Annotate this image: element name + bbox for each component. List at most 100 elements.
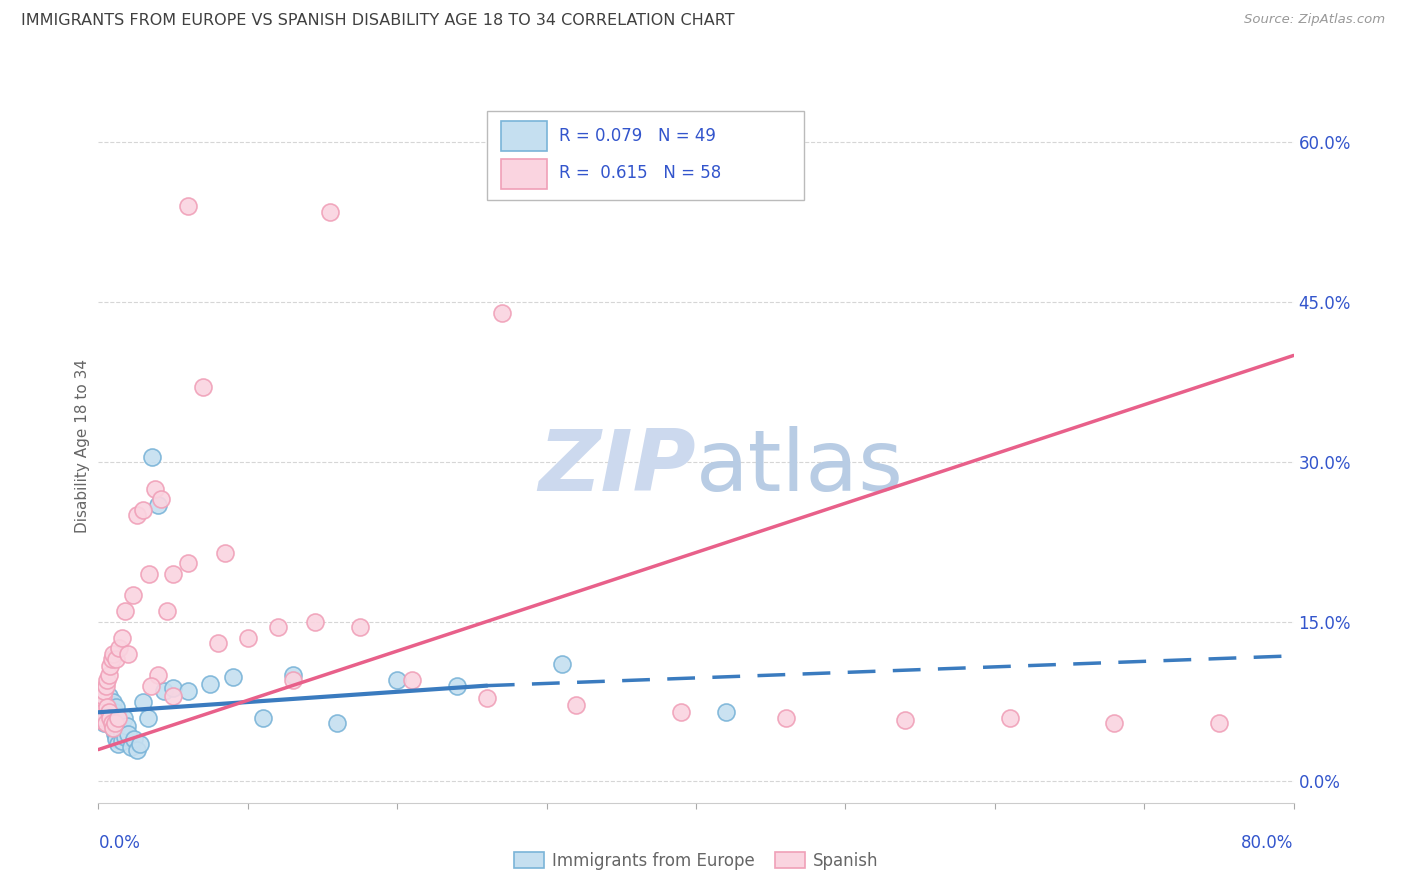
- Point: [550, 657, 572, 672]
- Point: [162, 566, 184, 581]
- Point: [349, 620, 371, 634]
- Point: [191, 380, 214, 394]
- Point: [475, 691, 498, 706]
- Point: [236, 631, 259, 645]
- Point: [401, 673, 423, 688]
- Point: [214, 545, 236, 559]
- Point: [177, 556, 200, 570]
- Point: [565, 698, 588, 712]
- Point: [153, 684, 176, 698]
- Point: [105, 731, 128, 746]
- Point: [100, 710, 122, 724]
- Point: [124, 731, 146, 746]
- Point: [97, 668, 120, 682]
- Point: [127, 742, 149, 756]
- Point: [100, 697, 122, 711]
- Point: [101, 715, 124, 730]
- Point: [117, 647, 139, 661]
- FancyBboxPatch shape: [486, 111, 804, 200]
- Point: [162, 690, 184, 704]
- Point: [267, 620, 290, 634]
- Point: [138, 566, 160, 581]
- Text: IMMIGRANTS FROM EUROPE VS SPANISH DISABILITY AGE 18 TO 34 CORRELATION CHART: IMMIGRANTS FROM EUROPE VS SPANISH DISABI…: [21, 13, 735, 29]
- Point: [108, 641, 131, 656]
- Point: [1208, 715, 1230, 730]
- Point: [998, 710, 1021, 724]
- Point: [491, 306, 513, 320]
- Point: [669, 706, 692, 720]
- Point: [103, 647, 125, 661]
- Point: [446, 679, 468, 693]
- Point: [1104, 715, 1126, 730]
- FancyBboxPatch shape: [501, 159, 547, 189]
- Point: [104, 726, 127, 740]
- Point: [127, 508, 149, 523]
- Text: R = 0.079   N = 49: R = 0.079 N = 49: [558, 127, 716, 145]
- Text: R =  0.615   N = 58: R = 0.615 N = 58: [558, 164, 721, 182]
- Point: [93, 710, 115, 724]
- Text: ZIP: ZIP: [538, 425, 696, 509]
- Point: [100, 659, 122, 673]
- Point: [91, 710, 114, 724]
- Point: [200, 676, 222, 690]
- Point: [222, 670, 245, 684]
- Point: [89, 713, 111, 727]
- Point: [148, 498, 170, 512]
- Point: [252, 710, 274, 724]
- Point: [775, 710, 797, 724]
- Point: [91, 695, 114, 709]
- Point: [326, 715, 349, 730]
- Point: [93, 715, 115, 730]
- Point: [104, 715, 127, 730]
- Point: [110, 723, 132, 738]
- Point: [97, 713, 120, 727]
- Point: [177, 199, 200, 213]
- Point: [103, 695, 125, 709]
- Point: [304, 615, 326, 629]
- Point: [94, 715, 117, 730]
- Point: [143, 482, 166, 496]
- Point: [96, 700, 118, 714]
- Point: [103, 721, 125, 735]
- Point: [281, 668, 304, 682]
- Point: [93, 690, 115, 704]
- Point: [105, 700, 128, 714]
- Legend: Immigrants from Europe, Spanish: Immigrants from Europe, Spanish: [506, 846, 886, 877]
- Point: [90, 695, 112, 709]
- Point: [101, 652, 124, 666]
- Point: [139, 679, 162, 693]
- Point: [96, 698, 118, 712]
- Point: [91, 690, 114, 704]
- Point: [104, 706, 127, 720]
- Point: [177, 684, 200, 698]
- Point: [120, 740, 142, 755]
- Point: [156, 604, 179, 618]
- Point: [96, 673, 118, 688]
- Point: [714, 706, 737, 720]
- Point: [148, 668, 170, 682]
- Point: [97, 690, 120, 704]
- Point: [207, 636, 229, 650]
- Text: 0.0%: 0.0%: [98, 834, 141, 852]
- Point: [94, 706, 117, 720]
- Point: [162, 681, 184, 695]
- Point: [100, 710, 122, 724]
- Point: [132, 695, 155, 709]
- Point: [91, 706, 114, 720]
- Point: [94, 700, 117, 714]
- Point: [117, 726, 139, 740]
- Y-axis label: Disability Age 18 to 34: Disability Age 18 to 34: [75, 359, 90, 533]
- Point: [90, 702, 112, 716]
- Point: [111, 734, 134, 748]
- Point: [101, 715, 124, 730]
- Point: [97, 706, 120, 720]
- Text: atlas: atlas: [696, 425, 904, 509]
- Point: [129, 737, 152, 751]
- Point: [121, 588, 143, 602]
- Point: [107, 710, 129, 724]
- Point: [105, 652, 128, 666]
- Point: [111, 631, 134, 645]
- Point: [281, 673, 304, 688]
- Point: [115, 719, 138, 733]
- Point: [90, 702, 112, 716]
